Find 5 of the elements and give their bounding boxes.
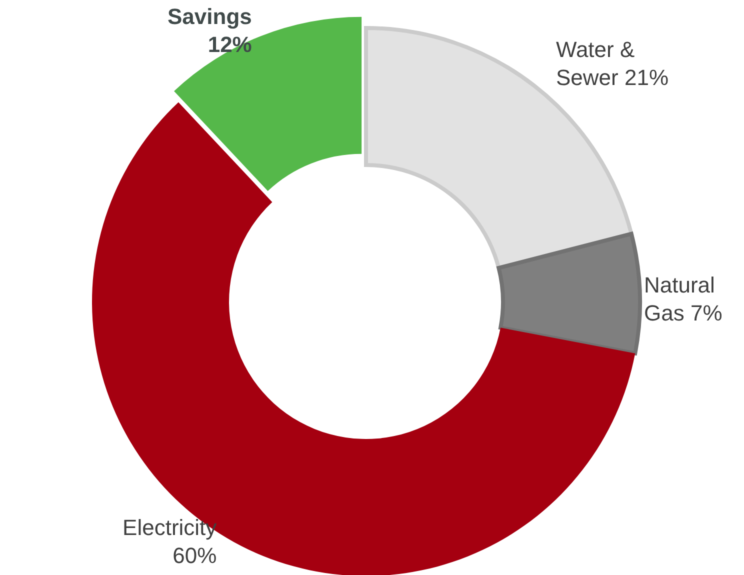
slice-label: Water & Sewer 21% <box>556 37 669 90</box>
slice-label: Savings <box>168 4 252 29</box>
slice-label: Natural Gas 7% <box>644 272 722 326</box>
slice-label: Electricity <box>122 515 217 540</box>
data-label: 60% <box>172 543 217 568</box>
